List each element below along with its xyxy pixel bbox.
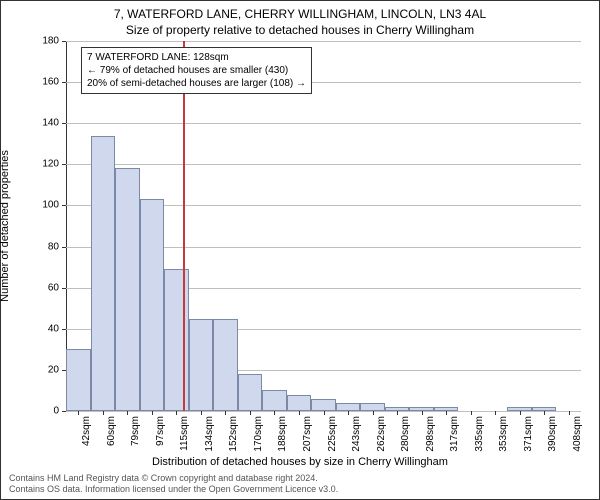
x-tick-label: 262sqm — [376, 416, 387, 452]
footer-text: Contains HM Land Registry data © Crown c… — [9, 473, 338, 495]
histogram-bar — [213, 319, 238, 412]
x-tick-mark — [520, 411, 521, 415]
y-tick-mark — [62, 288, 66, 289]
annotation-line1: 7 WATERFORD LANE: 128sqm — [87, 51, 306, 64]
x-tick-mark — [274, 411, 275, 415]
y-tick-mark — [62, 247, 66, 248]
x-tick-label: 371sqm — [523, 416, 534, 452]
x-tick-label: 317sqm — [449, 416, 460, 452]
y-tick-label: 80 — [29, 241, 59, 252]
x-tick-label: 243sqm — [351, 416, 362, 452]
y-tick-label: 140 — [29, 118, 59, 129]
histogram-bar — [66, 349, 91, 411]
y-tick-label: 60 — [29, 282, 59, 293]
x-tick-label: 134sqm — [204, 416, 215, 452]
histogram-bar — [238, 374, 263, 411]
gridline — [66, 164, 581, 165]
x-tick-mark — [225, 411, 226, 415]
x-tick-mark — [397, 411, 398, 415]
chart-container: 7, WATERFORD LANE, CHERRY WILLINGHAM, LI… — [0, 0, 600, 500]
histogram-bar — [91, 136, 116, 411]
histogram-bar — [189, 319, 214, 412]
x-tick-label: 97sqm — [155, 416, 166, 446]
x-tick-mark — [299, 411, 300, 415]
x-tick-mark — [544, 411, 545, 415]
x-tick-label: 298sqm — [425, 416, 436, 452]
histogram-bar — [311, 399, 336, 411]
y-tick-mark — [62, 41, 66, 42]
histogram-bar — [336, 403, 361, 411]
x-tick-label: 42sqm — [81, 416, 92, 446]
x-tick-mark — [569, 411, 570, 415]
x-tick-mark — [348, 411, 349, 415]
y-tick-label: 20 — [29, 364, 59, 375]
y-tick-label: 100 — [29, 200, 59, 211]
x-tick-label: 408sqm — [572, 416, 583, 452]
x-tick-mark — [373, 411, 374, 415]
y-tick-label: 160 — [29, 77, 59, 88]
y-tick-label: 40 — [29, 323, 59, 334]
x-tick-mark — [250, 411, 251, 415]
x-tick-label: 390sqm — [547, 416, 558, 452]
x-tick-mark — [446, 411, 447, 415]
y-tick-mark — [62, 82, 66, 83]
y-tick-mark — [62, 411, 66, 412]
y-tick-mark — [62, 123, 66, 124]
y-tick-label: 0 — [29, 406, 59, 417]
footer-line1: Contains HM Land Registry data © Crown c… — [9, 473, 338, 484]
y-tick-mark — [62, 205, 66, 206]
annotation-line3: 20% of semi-detached houses are larger (… — [87, 77, 306, 90]
x-tick-label: 79sqm — [130, 416, 141, 446]
x-tick-label: 115sqm — [179, 416, 190, 451]
x-tick-label: 225sqm — [327, 416, 338, 452]
histogram-bar — [140, 199, 165, 411]
x-tick-label: 152sqm — [228, 416, 239, 452]
x-tick-mark — [495, 411, 496, 415]
plot-inner — [66, 41, 581, 411]
x-tick-mark — [127, 411, 128, 415]
histogram-bar — [262, 390, 287, 411]
histogram-bar — [115, 168, 140, 411]
x-tick-label: 207sqm — [302, 416, 313, 452]
x-tick-mark — [152, 411, 153, 415]
x-tick-mark — [176, 411, 177, 415]
x-tick-mark — [78, 411, 79, 415]
x-tick-mark — [103, 411, 104, 415]
x-tick-label: 280sqm — [400, 416, 411, 452]
footer-line2: Contains OS data. Information licensed u… — [9, 484, 338, 495]
x-tick-label: 188sqm — [277, 416, 288, 452]
x-axis-label: Distribution of detached houses by size … — [1, 456, 599, 468]
gridline — [66, 41, 581, 42]
y-tick-mark — [62, 370, 66, 371]
annotation-line2: ← 79% of detached houses are smaller (43… — [87, 64, 306, 77]
x-tick-mark — [422, 411, 423, 415]
x-tick-mark — [201, 411, 202, 415]
x-tick-label: 60sqm — [106, 416, 117, 446]
gridline — [66, 123, 581, 124]
x-tick-mark — [471, 411, 472, 415]
histogram-bar — [287, 395, 312, 411]
y-tick-label: 120 — [29, 159, 59, 170]
reference-line — [183, 41, 185, 411]
y-tick-label: 180 — [29, 36, 59, 47]
x-tick-label: 353sqm — [498, 416, 509, 452]
chart-title-line2: Size of property relative to detached ho… — [1, 23, 599, 37]
annotation-box: 7 WATERFORD LANE: 128sqm ← 79% of detach… — [81, 47, 312, 94]
y-tick-mark — [62, 329, 66, 330]
x-tick-label: 335sqm — [474, 416, 485, 452]
y-tick-mark — [62, 164, 66, 165]
x-tick-mark — [324, 411, 325, 415]
x-tick-label: 170sqm — [253, 416, 264, 452]
histogram-bar — [360, 403, 385, 411]
chart-title-line1: 7, WATERFORD LANE, CHERRY WILLINGHAM, LI… — [1, 7, 599, 21]
y-axis-label: Number of detached properties — [0, 150, 11, 302]
plot-area — [66, 41, 581, 411]
